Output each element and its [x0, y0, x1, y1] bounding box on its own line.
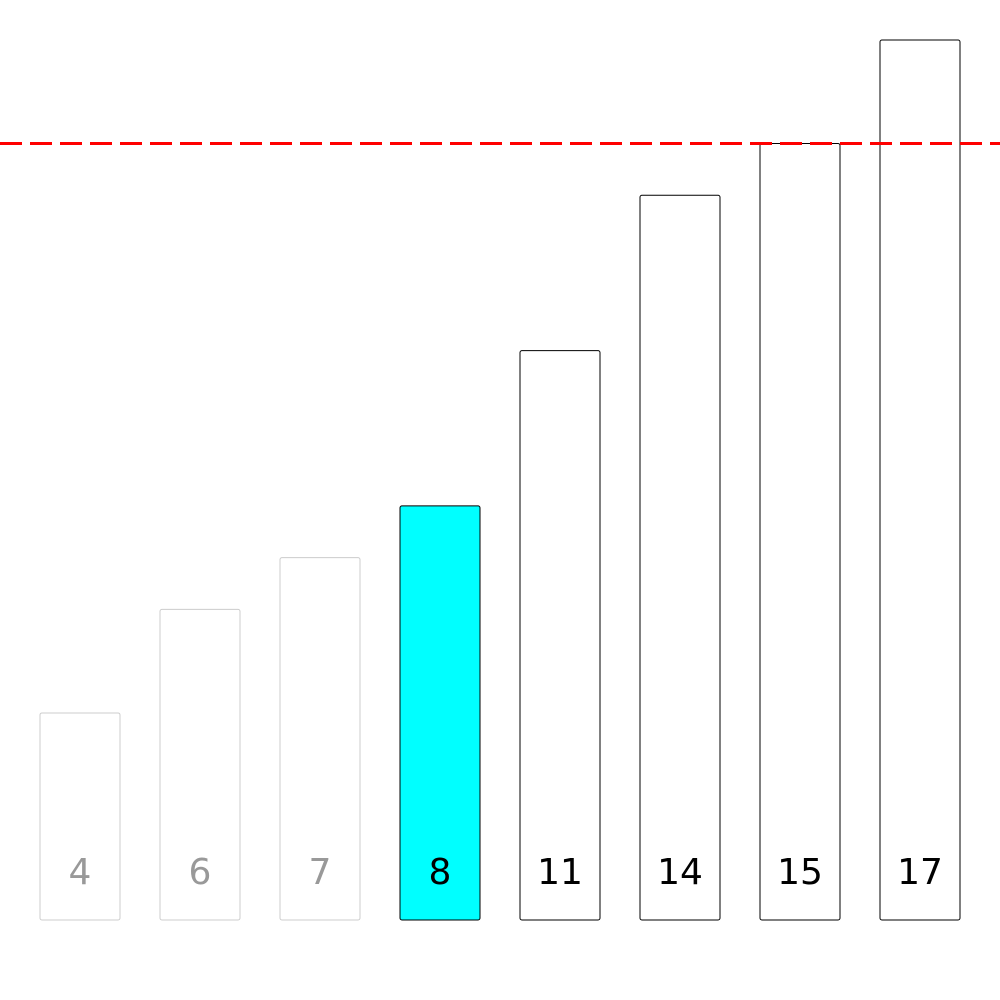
- bar-7: [279, 557, 361, 921]
- bar-label-4: 4: [69, 852, 92, 893]
- bar-14: [639, 194, 721, 921]
- bar-6: [159, 608, 241, 921]
- bar-4: [39, 712, 121, 921]
- bar-17: [879, 39, 961, 921]
- bar-15: [759, 143, 841, 921]
- bar-label-7: 7: [309, 852, 332, 893]
- bar-label-6: 6: [189, 852, 212, 893]
- bar-label-14: 14: [657, 852, 703, 893]
- bar-11: [519, 350, 601, 921]
- bar-label-17: 17: [897, 852, 943, 893]
- bar-8: [399, 505, 481, 921]
- bars-group: [39, 39, 961, 921]
- bar-label-11: 11: [537, 852, 583, 893]
- bar-label-8: 8: [429, 852, 452, 893]
- bar-label-15: 15: [777, 852, 823, 893]
- labels-group: 4 6 7 8 11 14 15 17: [69, 852, 943, 893]
